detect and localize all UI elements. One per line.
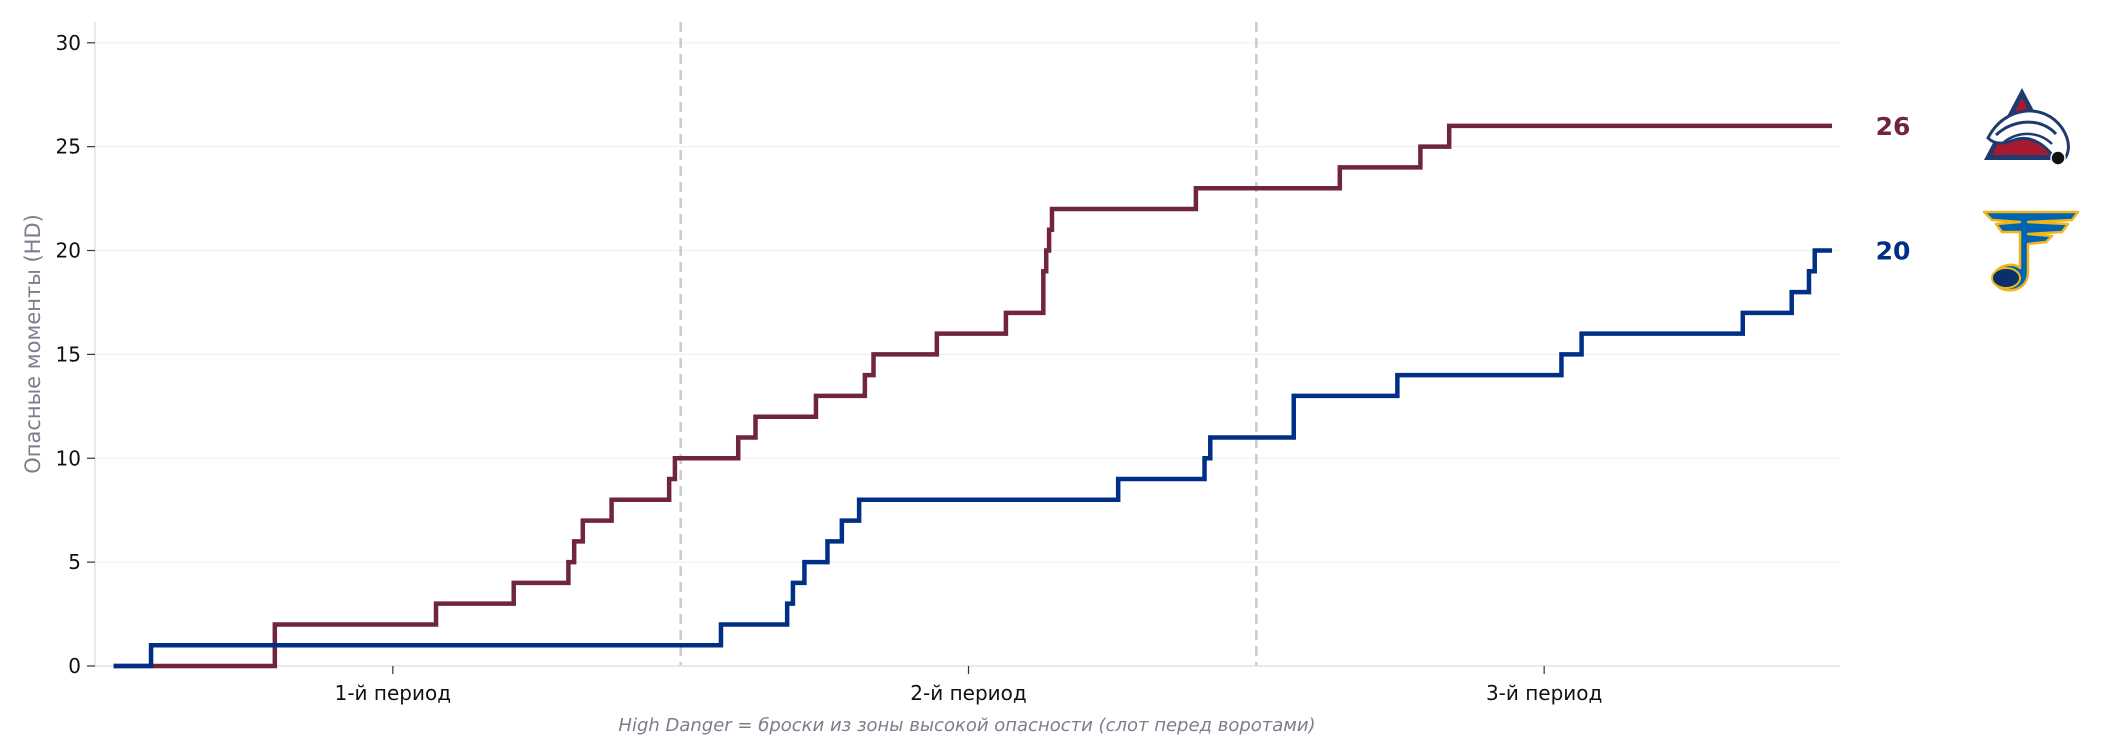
end-labels: 26 20 xyxy=(1876,112,1911,266)
y-tick-label: 0 xyxy=(68,654,81,678)
series-line xyxy=(113,123,1832,669)
y-axis-label: Опасные моменты (HD) xyxy=(21,214,45,474)
y-tick-label: 25 xyxy=(56,135,81,159)
y-ticks: 0 5 10 15 20 25 30 xyxy=(56,31,95,678)
y-tick-label: 10 xyxy=(56,446,81,470)
series-end-label: 26 xyxy=(1876,112,1911,141)
period-dividers xyxy=(679,22,1258,666)
axes xyxy=(94,22,1840,667)
y-tick-label: 30 xyxy=(56,31,81,55)
chart-footnote: High Danger = броски из зоны высокой опа… xyxy=(618,715,1315,736)
series-line xyxy=(113,248,1832,669)
blues-logo-icon xyxy=(1982,210,2080,292)
x-tick-label: 3-й период xyxy=(1486,681,1602,705)
series-lines xyxy=(113,123,1832,669)
x-ticks: 1-й период 2-й период 3-й период xyxy=(335,666,1602,705)
avalanche-logo-icon xyxy=(1984,88,2070,166)
y-tick-label: 15 xyxy=(56,342,81,366)
y-tick-label: 20 xyxy=(56,239,81,263)
x-tick-label: 1-й период xyxy=(335,681,451,705)
grid-lines xyxy=(95,42,1840,563)
x-tick-label: 2-й период xyxy=(910,681,1026,705)
y-tick-label: 5 xyxy=(68,550,81,574)
series-end-label: 20 xyxy=(1876,237,1911,266)
